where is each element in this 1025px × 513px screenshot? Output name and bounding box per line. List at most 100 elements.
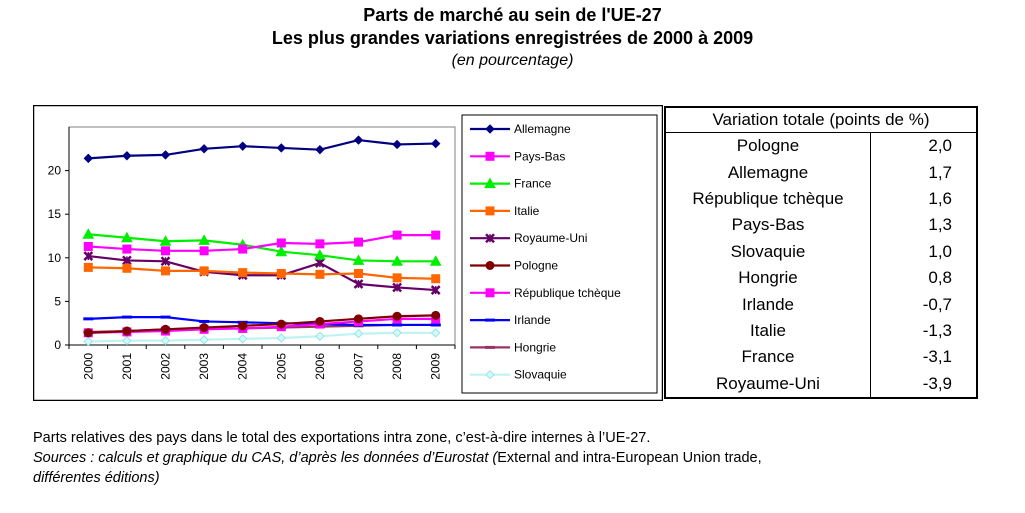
y-tick-label: 15 (48, 207, 62, 221)
table-value: -1,3 (922, 320, 952, 340)
data-point (353, 328, 364, 339)
data-point (161, 246, 170, 256)
table-country: Italie (665, 317, 871, 345)
line-chart: 0 5 10 15 20 2000 2001 2002 2003 2004 2005 2006 2007… (33, 105, 663, 401)
series-line (88, 138, 436, 160)
unit-note: (en pourcentage) (451, 52, 574, 69)
table-value: 1,7 (928, 162, 952, 182)
legend-entry: Italie (470, 204, 540, 218)
title-block: Parts de marché au sein de l'UE-27 Les p… (0, 4, 1025, 71)
data-point (354, 268, 363, 278)
legend-entry: Pologne (470, 259, 558, 273)
legend-entry: République tchèque (470, 286, 621, 300)
legend-marker (485, 288, 495, 298)
legend-label: Hongrie (514, 340, 556, 354)
data-point (430, 328, 441, 338)
legend-label: Pays-Bas (514, 149, 565, 163)
data-point (392, 282, 402, 293)
table-country: Hongrie (665, 264, 871, 292)
series-pologne (83, 310, 441, 338)
table-row: Allemagne 1,7 (665, 159, 977, 186)
table-row: Pologne 2,0 (665, 132, 977, 160)
series-france (82, 228, 442, 266)
legend-entry: Royaume-Uni (470, 231, 587, 245)
y-tick-label: 20 (48, 164, 62, 178)
table-row: Royaume-Uni -3,9 (665, 370, 977, 398)
x-tick-label: 2005 (274, 353, 288, 380)
data-point (392, 273, 402, 283)
table-row: France -3,1 (665, 344, 977, 371)
table-country: Irlande (665, 291, 871, 318)
table-row: République tchèque 1,6 (665, 185, 977, 213)
data-point (199, 266, 209, 276)
chart-title: Parts de marché au sein de l'UE-27 (363, 5, 662, 25)
legend-entry: Slovaquie (470, 368, 567, 382)
data-point (431, 274, 441, 284)
data-point (392, 311, 402, 321)
x-tick-label: 2006 (313, 353, 327, 380)
data-point (392, 139, 402, 150)
x-tick-label: 2003 (197, 353, 211, 380)
data-point (276, 333, 287, 343)
legend-label: Royaume-Uni (514, 231, 587, 245)
data-point (391, 255, 403, 266)
data-point (122, 151, 132, 161)
series-slovaquie (83, 328, 441, 347)
data-point (429, 255, 442, 266)
legend-label: Irlande (514, 313, 551, 327)
data-point (238, 244, 248, 254)
data-point (353, 135, 364, 145)
data-point (431, 310, 441, 320)
series-line (88, 233, 436, 263)
legend-marker (485, 151, 495, 161)
legend-label: République tchèque (514, 286, 621, 300)
table-country: République tchèque (665, 185, 871, 213)
data-point (352, 254, 365, 265)
data-point (275, 245, 288, 257)
table-row: Pays-Bas 1,3 (665, 212, 977, 239)
table-row: Irlande -0,7 (665, 291, 977, 318)
y-tick-label: 0 (54, 338, 61, 352)
data-point (353, 279, 364, 289)
data-point (122, 255, 132, 266)
x-tick-label: 2002 (159, 353, 173, 380)
data-point (238, 268, 248, 278)
footnote-sources: Sources : calculs et graphique du CAS, d… (33, 448, 1013, 468)
data-point (122, 326, 132, 336)
data-point (199, 323, 209, 333)
legend-entry: Irlande (470, 313, 551, 327)
data-point (354, 314, 363, 324)
data-point (159, 235, 172, 246)
legend-marker (485, 261, 495, 270)
y-tick-label: 10 (48, 251, 62, 265)
series-line (88, 317, 436, 334)
data-point (430, 138, 441, 149)
sources-italic: Sources : calculs et graphique du CAS, d… (33, 450, 498, 466)
data-point (315, 269, 325, 279)
data-point (315, 144, 325, 155)
series-line (88, 331, 436, 343)
data-point (160, 256, 171, 267)
data-point (122, 263, 132, 273)
data-point (276, 143, 287, 153)
data-point (315, 258, 325, 268)
table-value: 1,3 (928, 215, 952, 235)
data-point (392, 328, 402, 338)
data-point (199, 335, 209, 345)
x-tick-label: 2004 (236, 353, 250, 380)
chart-frame: 0 5 10 15 20 2000 2001 2002 2003 2004 2005 2006 2007… (33, 105, 663, 401)
x-tick-label: 2007 (352, 353, 366, 380)
table-country: France (665, 344, 871, 371)
series-line (88, 314, 436, 334)
data-point (83, 262, 93, 272)
table-body: Pologne 2,0 Allemagne 1,7 République tchèque… (665, 132, 977, 398)
legend-label: Allemagne (514, 122, 571, 136)
table-country: Slovaquie (665, 238, 871, 265)
legend-label: France (514, 177, 552, 191)
x-tick-label: 2009 (429, 353, 443, 380)
data-point (199, 144, 209, 154)
data-point (121, 231, 133, 243)
data-point (237, 141, 248, 151)
table-country: Allemagne (665, 159, 871, 186)
legend-entry: France (470, 177, 552, 191)
